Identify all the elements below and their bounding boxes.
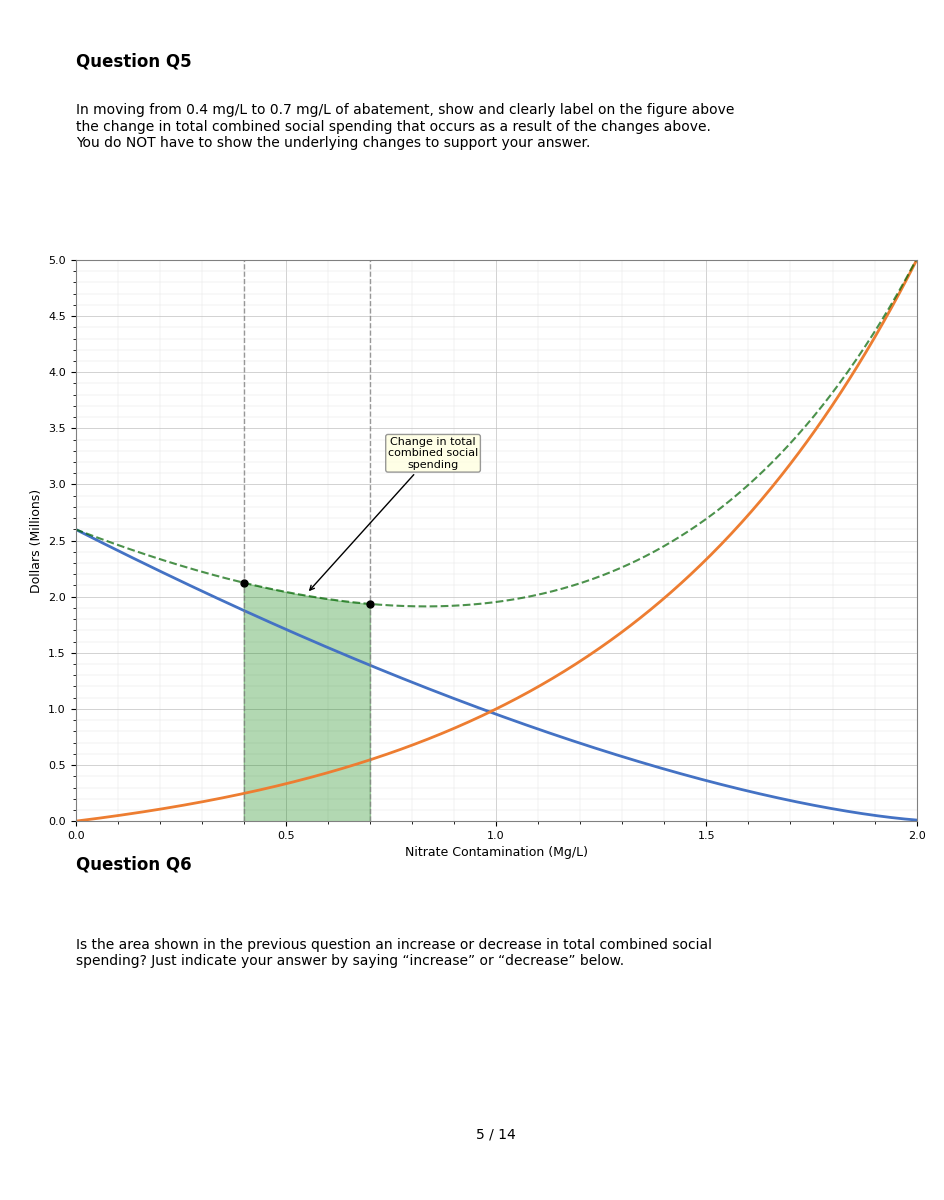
X-axis label: Nitrate Contamination (Mg/L): Nitrate Contamination (Mg/L): [404, 846, 587, 859]
Text: In moving from 0.4 mg/L to 0.7 mg/L of abatement, show and clearly label on the : In moving from 0.4 mg/L to 0.7 mg/L of a…: [76, 103, 733, 150]
Text: Question Q5: Question Q5: [76, 53, 191, 71]
Text: 5 / 14: 5 / 14: [476, 1128, 515, 1141]
Text: Is the area shown in the previous question an increase or decrease in total comb: Is the area shown in the previous questi…: [76, 937, 711, 968]
Y-axis label: Dollars (Millions): Dollars (Millions): [29, 488, 42, 593]
Text: Change in total
combined social
spending: Change in total combined social spending: [310, 437, 478, 590]
Text: Question Q6: Question Q6: [76, 856, 191, 874]
